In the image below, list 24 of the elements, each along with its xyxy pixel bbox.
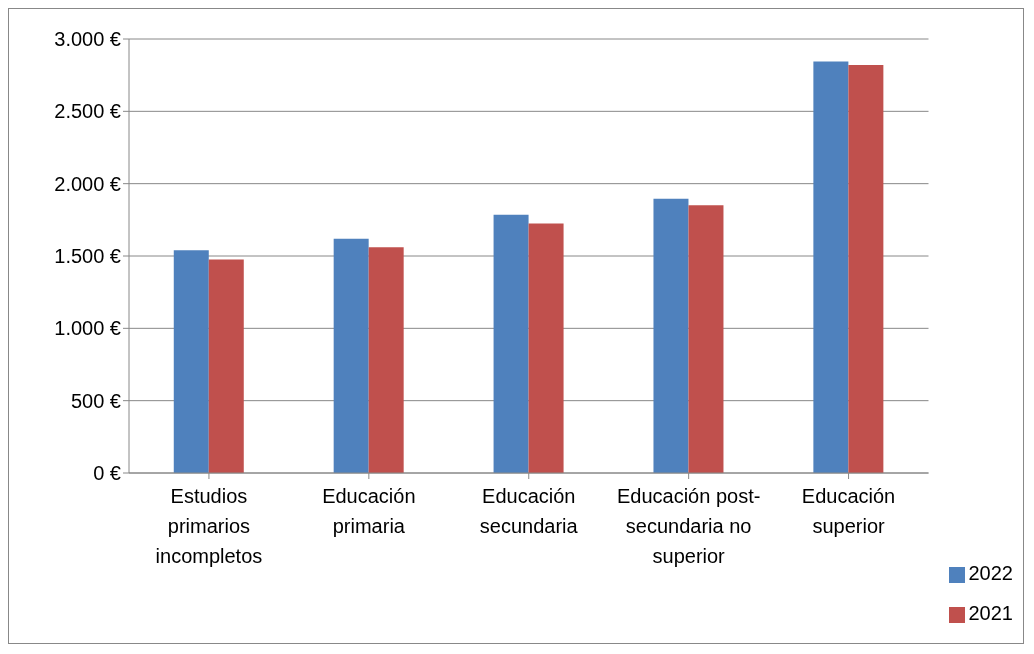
y-tick-label: 1.000 € <box>54 317 121 340</box>
bar <box>653 198 689 473</box>
bar <box>528 223 564 473</box>
legend-label: 2022 <box>968 562 1013 584</box>
bar <box>208 259 244 473</box>
bar <box>333 238 369 473</box>
legend-label: 2021 <box>968 602 1013 624</box>
y-tick-label: 2.000 € <box>54 172 121 195</box>
y-tick-label: 0 € <box>93 462 121 485</box>
bar <box>848 65 884 473</box>
bar <box>173 250 209 473</box>
y-tick-label: 2.500 € <box>54 100 121 123</box>
y-tick-label: 500 € <box>70 389 121 412</box>
x-tick-label: Educación secundaria <box>479 485 579 537</box>
bar <box>813 61 849 473</box>
bar <box>688 205 724 473</box>
x-tick-label: Educación superior <box>801 485 896 537</box>
x-tick-label: Estudios primarios incompletos <box>155 485 263 567</box>
y-tick-label: 1.500 € <box>54 245 121 268</box>
x-tick-label: Educación primaria <box>322 485 416 537</box>
y-tick-label: 3.000 € <box>54 28 121 51</box>
bar <box>368 247 404 473</box>
x-tick-label: Educación post-secundaria no superior <box>616 485 761 567</box>
bar <box>493 214 529 473</box>
